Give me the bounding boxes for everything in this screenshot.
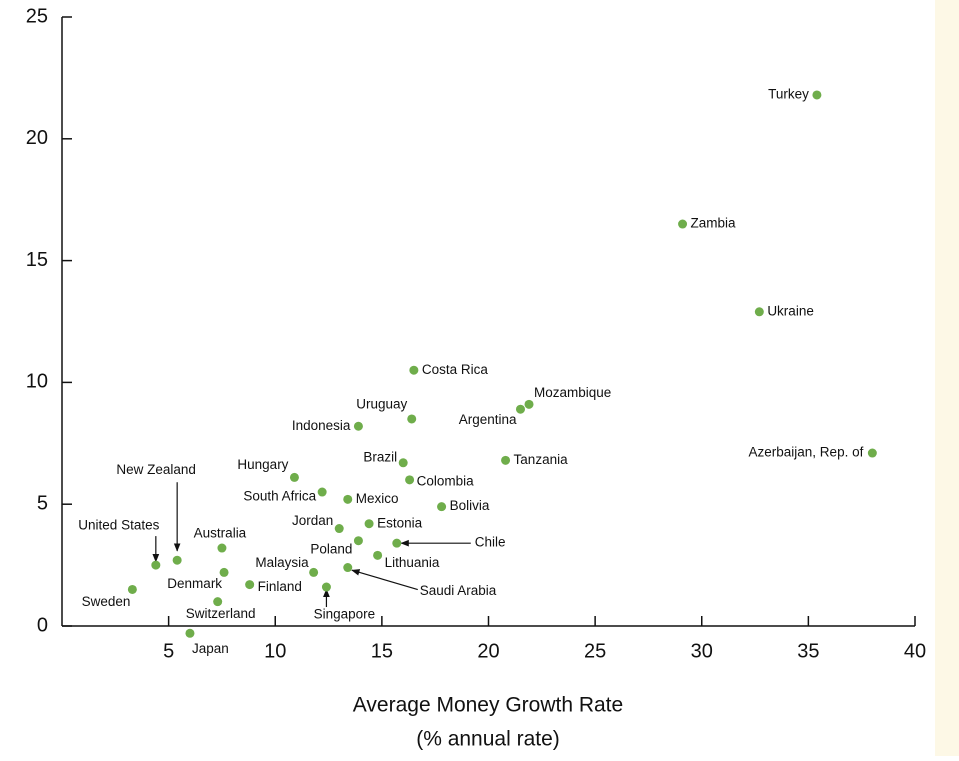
point [213, 597, 223, 607]
point [501, 455, 511, 465]
y-tick-label: 10 [26, 371, 48, 393]
x-tick-label: 5 [163, 640, 174, 662]
point-label: Argentina [459, 412, 517, 427]
point [353, 536, 363, 546]
point-label: Indonesia [292, 418, 351, 433]
point [289, 472, 299, 482]
point [364, 519, 374, 529]
point-label: Costa Rica [422, 362, 489, 377]
point-label: Bolivia [450, 498, 490, 513]
point [172, 555, 182, 565]
y-tick-label: 25 [26, 5, 48, 27]
point [373, 550, 383, 560]
point [185, 628, 195, 638]
x-axis-label: Average Money Growth Rate [353, 694, 623, 717]
point [398, 458, 408, 468]
point-label: Switzerland [186, 606, 256, 621]
y-tick-label: 0 [37, 614, 48, 636]
point-label: Zambia [691, 216, 737, 231]
point-label: Uruguay [356, 397, 407, 412]
point-label: Singapore [314, 607, 376, 622]
x-axis-label: (% annual rate) [416, 728, 560, 751]
point-label: United States [78, 518, 159, 533]
point-label: Tanzania [514, 452, 569, 467]
point [353, 421, 363, 431]
point-label: Mozambique [534, 385, 611, 400]
x-tick-label: 35 [797, 640, 819, 662]
point [127, 584, 137, 594]
point [309, 567, 319, 577]
side-strip [935, 0, 959, 756]
point-label: Azerbaijan, Rep. of [749, 445, 864, 460]
point-label: Denmark [167, 576, 222, 591]
point [245, 580, 255, 590]
point-label: Japan [192, 641, 229, 656]
point [405, 475, 415, 485]
point-label: Colombia [417, 473, 475, 488]
x-tick-label: 40 [904, 640, 926, 662]
point-label: Ukraine [767, 303, 814, 318]
point [321, 582, 331, 592]
point-label: Australia [194, 526, 247, 541]
point-label: Estonia [377, 515, 423, 530]
y-tick-label: 5 [37, 492, 48, 514]
point [524, 399, 534, 409]
point [219, 567, 229, 577]
point-label: Malaysia [255, 555, 309, 570]
point [217, 543, 227, 553]
point [515, 404, 525, 414]
x-tick-label: 20 [477, 640, 499, 662]
point [867, 448, 877, 458]
point-label: Finland [258, 579, 302, 594]
point-label: Saudi Arabia [420, 583, 497, 598]
point [437, 502, 447, 512]
point [812, 90, 822, 100]
point-label: South Africa [243, 489, 316, 504]
point-label: Turkey [768, 87, 809, 102]
point-label: Mexico [356, 491, 399, 506]
x-tick-label: 15 [371, 640, 393, 662]
x-tick-label: 10 [264, 640, 286, 662]
point [409, 365, 419, 375]
y-tick-label: 15 [26, 249, 48, 271]
point-label: Hungary [237, 457, 288, 472]
point [754, 307, 764, 317]
x-tick-label: 30 [691, 640, 713, 662]
point [317, 487, 327, 497]
point-label: Chile [475, 535, 506, 550]
point-label: Sweden [82, 594, 131, 609]
point [407, 414, 417, 424]
point-label: Brazil [363, 449, 397, 464]
point [151, 560, 161, 570]
y-tick-label: 20 [26, 127, 48, 149]
point-label: Lithuania [385, 555, 440, 570]
point-label: Jordan [292, 513, 333, 528]
point [678, 219, 688, 229]
point [334, 524, 344, 534]
leader-arrow [351, 569, 418, 591]
point-label: Poland [310, 541, 352, 556]
point [343, 563, 353, 573]
point [392, 538, 402, 548]
point [343, 494, 353, 504]
point-label: New Zealand [116, 462, 196, 477]
x-tick-label: 25 [584, 640, 606, 662]
